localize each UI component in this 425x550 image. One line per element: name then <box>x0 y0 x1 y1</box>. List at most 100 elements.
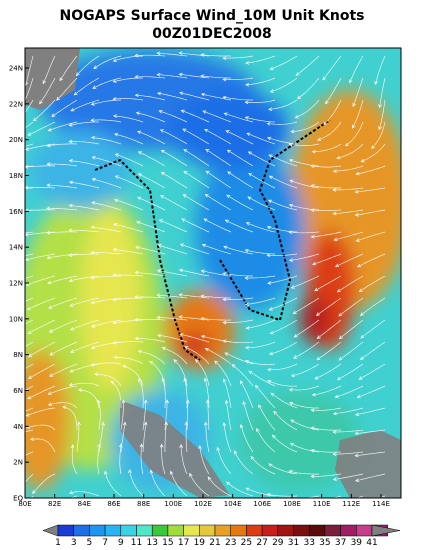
streamline-arrow <box>4 259 7 262</box>
streamline-arrow <box>352 102 356 108</box>
streamline <box>183 194 210 211</box>
streamline-arrow <box>290 129 295 134</box>
streamline <box>245 297 276 305</box>
streamline-arrow <box>246 132 251 137</box>
x-tick-label: 84E <box>78 500 91 508</box>
streamline-arrow <box>134 336 139 341</box>
streamline <box>48 121 78 132</box>
streamline-arrow <box>112 114 117 118</box>
streamline <box>76 422 80 453</box>
streamline-arrow <box>70 107 75 112</box>
y-tick-label: 12N <box>9 280 23 288</box>
streamline-arrow <box>332 169 337 173</box>
streamline-arrow <box>269 330 274 335</box>
streamline <box>270 319 298 335</box>
streamline <box>356 165 386 175</box>
streamline-arrow <box>156 315 161 320</box>
streamline <box>349 55 364 83</box>
colorbar-swatch <box>89 524 106 537</box>
colorbar-label: 5 <box>87 538 93 548</box>
streamline <box>204 129 232 145</box>
streamline <box>289 204 320 211</box>
streamline-arrow <box>314 287 319 292</box>
streamline <box>226 194 254 211</box>
streamline-arrow <box>267 199 273 204</box>
streamline-arrow <box>3 167 6 170</box>
streamline-arrow <box>118 443 123 448</box>
streamline <box>352 99 364 129</box>
streamline <box>183 149 210 167</box>
streamline <box>355 451 386 457</box>
streamline <box>157 294 188 299</box>
streamline <box>149 361 166 387</box>
y-tick-label: 20N <box>9 136 23 144</box>
streamline <box>323 99 342 125</box>
streamline <box>231 364 254 387</box>
x-tick-label: 100E <box>164 500 182 508</box>
x-tick-label: 112E <box>342 500 360 508</box>
streamline <box>113 115 144 123</box>
streamline-arrow <box>3 210 6 213</box>
streamline-arrow <box>47 402 53 406</box>
streamline <box>179 269 210 277</box>
streamline-arrow <box>46 162 51 166</box>
streamline-arrow <box>226 481 231 486</box>
streamline-arrow <box>244 248 249 253</box>
streamline-arrow <box>332 477 337 481</box>
streamline-arrow <box>52 509 55 512</box>
streamline <box>70 99 100 112</box>
y-tick-label: 24N <box>9 65 23 73</box>
streamline-arrow <box>56 96 61 101</box>
streamline-arrow <box>332 211 337 216</box>
colorbar-swatch <box>356 524 373 537</box>
streamline-arrow <box>25 413 30 417</box>
streamline <box>113 319 144 324</box>
streamline <box>27 297 56 311</box>
streamline <box>150 470 166 497</box>
y-tick-label: 10N <box>9 315 23 323</box>
streamline <box>223 340 254 344</box>
y-tick-label: 8N <box>13 351 23 359</box>
streamline-arrow <box>268 154 273 158</box>
streamline-arrow <box>310 184 315 188</box>
streamline-arrow <box>266 122 271 126</box>
streamline-arrow <box>360 158 365 163</box>
streamline-arrow <box>32 490 36 495</box>
streamline <box>201 270 232 277</box>
axes: 80E 82E 84E 86E 88E 100E 102E 104E 106E 108E 110E 1… <box>9 65 390 509</box>
streamline-arrow <box>357 263 362 268</box>
streamline-arrow <box>294 115 299 119</box>
streamline-arrow <box>267 281 272 285</box>
streamline <box>357 253 386 268</box>
streamline <box>333 429 364 433</box>
colorbar-label: 11 <box>131 538 142 548</box>
streamline <box>311 165 342 168</box>
streamline <box>269 297 298 311</box>
streamline <box>25 253 34 257</box>
streamline <box>180 243 210 255</box>
streamline <box>293 341 320 359</box>
streamline <box>246 222 276 233</box>
streamline-arrow <box>223 378 227 383</box>
streamline-arrow <box>222 297 227 302</box>
streamline <box>179 52 210 57</box>
streamline-arrow <box>200 74 205 78</box>
streamline <box>95 373 122 387</box>
streamline <box>371 121 386 149</box>
streamline <box>113 249 144 255</box>
streamline <box>93 55 122 69</box>
streamline <box>25 429 34 433</box>
streamline <box>357 385 386 398</box>
streamline-arrow <box>181 218 186 222</box>
streamline-arrow <box>351 124 356 129</box>
streamline-arrow <box>77 388 82 392</box>
streamline <box>291 121 320 132</box>
streamline <box>295 99 320 119</box>
streamline <box>295 55 320 76</box>
streamline <box>189 473 210 497</box>
streamline <box>74 77 100 96</box>
streamline-arrow <box>245 487 250 492</box>
streamline <box>161 171 188 189</box>
streamline-arrow <box>112 58 117 62</box>
streamline <box>356 231 386 242</box>
